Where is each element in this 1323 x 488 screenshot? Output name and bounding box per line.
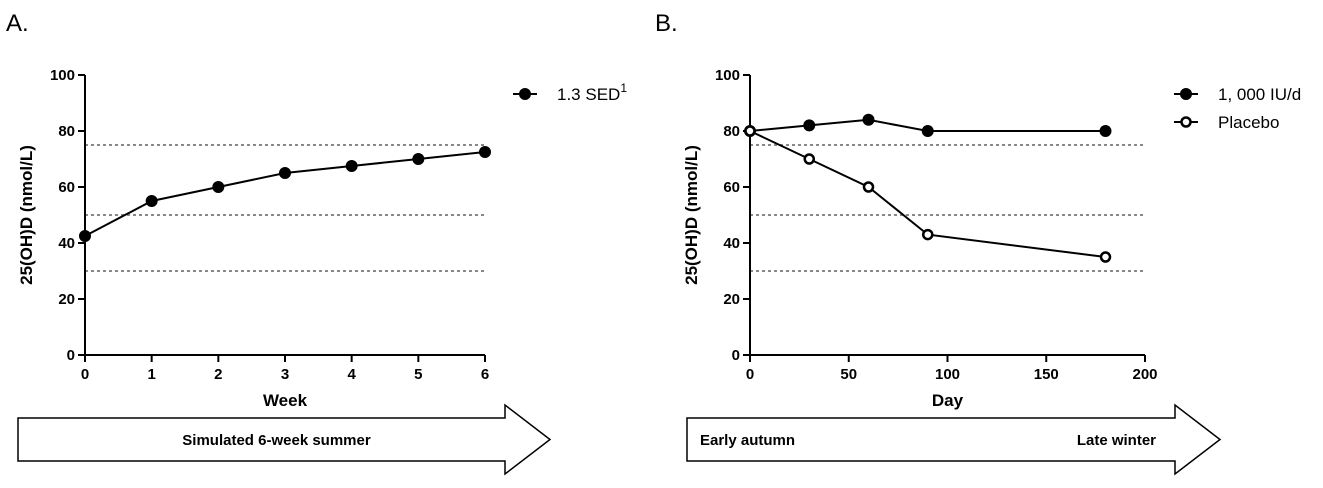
panel-label: B. — [655, 10, 678, 37]
y-tick-label: 100 — [50, 67, 75, 84]
x-tick-label: 6 — [481, 366, 489, 383]
x-axis-title: Day — [932, 391, 964, 410]
y-tick-label: 80 — [723, 123, 740, 140]
data-point — [803, 119, 816, 132]
data-point — [479, 146, 491, 158]
data-point — [744, 125, 756, 137]
x-tick-label: 100 — [935, 366, 960, 383]
y-tick-label: 60 — [58, 179, 75, 196]
legend-label-text: 1.3 SED — [557, 85, 620, 104]
data-point — [1099, 125, 1112, 137]
y-tick-label: 0 — [67, 347, 75, 364]
y-tick-label: 40 — [58, 235, 75, 252]
x-tick-label: 5 — [414, 366, 422, 383]
arrow-label: Simulated 6-week summer — [182, 432, 371, 449]
x-tick-label: 1 — [147, 366, 155, 383]
data-point — [862, 113, 875, 126]
y-tick-label: 20 — [58, 291, 75, 308]
data-point — [921, 125, 934, 137]
x-axis-title: Week — [263, 391, 308, 410]
data-point — [862, 181, 875, 193]
y-tick-label: 60 — [723, 179, 740, 196]
x-tick-label: 0 — [81, 366, 89, 383]
chart-panel-a: A. 0 20 40 60 80 100 0 1 2 3 4 5 6 Week 25(OH)D (nmol/L… — [6, 10, 627, 476]
y-tick-label: 100 — [715, 67, 740, 84]
data-point — [412, 153, 425, 165]
data-point — [145, 195, 158, 207]
legend-label: 1.3 SED1 — [557, 81, 627, 104]
legend-marker — [519, 88, 531, 100]
data-point — [212, 181, 225, 193]
data-point — [1099, 251, 1112, 263]
data-point — [922, 228, 934, 241]
x-tick-label: 200 — [1132, 366, 1157, 383]
legend-label-text: 1, 000 IU/d — [1218, 85, 1301, 104]
legend-label-text: Placebo — [1218, 113, 1279, 132]
data-point — [279, 167, 291, 179]
legend-label: Placebo — [1218, 113, 1279, 132]
x-tick-label: 50 — [840, 366, 857, 383]
y-axis-title: 25(OH)D (nmol/L) — [17, 145, 36, 285]
timeline-arrow — [17, 403, 552, 476]
data-point — [345, 160, 358, 172]
arrow-label-right: Late winter — [1077, 432, 1156, 449]
arrow-label-left: Early autumn — [700, 432, 795, 449]
x-tick-label: 3 — [281, 366, 289, 383]
chart-panel-b: B. 0 20 40 60 80 100 0 50 100 150 200 Day 25(OH)D (nm… — [655, 10, 1301, 476]
data-point — [79, 230, 91, 242]
data-point — [803, 153, 815, 165]
legend-marker — [1180, 88, 1192, 100]
y-tick-label: 20 — [723, 291, 740, 308]
timeline-arrow — [686, 403, 1222, 476]
series-line — [84, 151, 486, 237]
y-tick-label: 0 — [732, 347, 740, 364]
panel-label: A. — [6, 10, 29, 37]
legend-marker — [1180, 116, 1192, 128]
x-tick-label: 0 — [746, 366, 754, 383]
x-tick-label: 150 — [1034, 366, 1059, 383]
y-axis-title: 25(OH)D (nmol/L) — [682, 145, 701, 285]
y-tick-label: 80 — [58, 123, 75, 140]
legend-label: 1, 000 IU/d — [1218, 85, 1301, 104]
x-tick-label: 4 — [347, 366, 356, 383]
legend-superscript: 1 — [620, 81, 627, 95]
y-tick-label: 40 — [723, 235, 740, 252]
x-tick-label: 2 — [214, 366, 222, 383]
